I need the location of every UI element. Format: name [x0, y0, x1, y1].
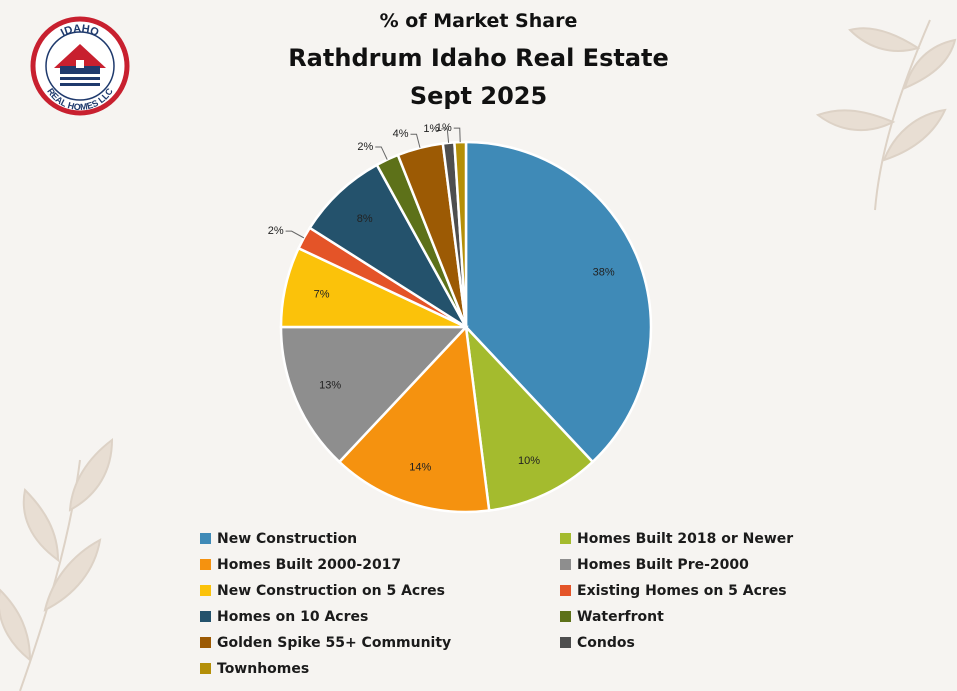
chart-title: % of Market Share	[379, 10, 578, 32]
pie-slices	[279, 140, 653, 514]
legend-label: New Construction on 5 Acres	[217, 582, 445, 599]
legend-label: Condos	[577, 634, 635, 651]
legend-swatch	[560, 611, 571, 622]
legend-item-4: New Construction on 5 Acres	[200, 580, 560, 601]
pie-slice-3	[279, 325, 469, 464]
pie-leader-10	[453, 127, 461, 143]
legend-swatch	[200, 585, 211, 596]
legend-label: New Construction	[217, 530, 358, 547]
pie-label-4: 7%	[314, 289, 330, 301]
pie-label-5: 2%	[268, 225, 284, 237]
pie-slice-1	[464, 323, 595, 512]
chart-legend: New Construction Homes Built 2018 or Newe…	[200, 528, 820, 679]
pie-label-0: 38%	[593, 266, 615, 278]
pie-label-6: 8%	[357, 213, 373, 225]
legend-swatch	[200, 611, 211, 622]
legend-label: Waterfront	[577, 608, 664, 625]
legend-swatch	[200, 663, 211, 674]
legend-label: Golden Spike 55+ Community	[217, 634, 452, 651]
idaho-real-homes-logo: IDAHO REAL HOMES LLC	[30, 16, 130, 116]
legend-label: Homes on 10 Acres	[217, 608, 369, 625]
pie-slice-0	[464, 140, 653, 464]
pie-leader-5	[285, 230, 305, 239]
pie-leader-7	[375, 146, 388, 160]
leaf-decoration-top-right	[815, 19, 957, 211]
pie-label-3: 13%	[319, 380, 341, 392]
pie-leader-8	[410, 133, 421, 148]
legend-label: Existing Homes on 5 Acres	[577, 582, 787, 599]
legend-label: Homes Built Pre-2000	[577, 556, 749, 573]
legend-item-7: Waterfront	[560, 606, 820, 627]
legend-item-6: Homes on 10 Acres	[200, 606, 560, 627]
legend-swatch	[560, 637, 571, 648]
legend-label: Homes Built 2018 or Newer	[577, 530, 794, 547]
pie-leader-9	[441, 128, 450, 143]
pie-label-7: 2%	[357, 141, 373, 153]
legend-item-0: New Construction	[200, 528, 560, 549]
legend-label: Homes Built 2000-2017	[217, 556, 402, 573]
pie-label-9: 1%	[423, 123, 439, 135]
legend-swatch	[560, 559, 571, 570]
legend-item-5: Existing Homes on 5 Acres	[560, 580, 820, 601]
legend-label: Townhomes	[217, 660, 310, 677]
legend-item-2: Homes Built 2000-2017	[200, 554, 560, 575]
legend-item-3: Homes Built Pre-2000	[560, 554, 820, 575]
pie-label-1: 10%	[518, 455, 540, 467]
pie-slice-6	[308, 163, 468, 329]
legend-swatch	[200, 533, 211, 544]
pie-label-10: 1%	[436, 122, 452, 134]
legend-swatch	[560, 585, 571, 596]
legend-item-8: Golden Spike 55+ Community	[200, 632, 560, 653]
pie-label-8: 4%	[393, 128, 409, 140]
legend-item-10: Townhomes	[200, 658, 560, 679]
chart-subtitle-date: Sept 2025	[409, 82, 548, 110]
pie-slice-2	[337, 324, 491, 514]
legend-item-1: Homes Built 2018 or Newer	[560, 528, 820, 549]
pie-labels: 38% 10% 14% 13% 7% 2% 8% 2% 4% 1%1%	[268, 122, 615, 474]
chart-subtitle: Rathdrum Idaho Real Estate	[288, 44, 669, 72]
legend-swatch	[560, 533, 571, 544]
pie-label-2: 14%	[409, 462, 431, 474]
legend-swatch	[200, 559, 211, 570]
leaf-decoration-bottom-left	[0, 437, 114, 691]
legend-swatch	[200, 637, 211, 648]
legend-item-9: Condos	[560, 632, 820, 653]
